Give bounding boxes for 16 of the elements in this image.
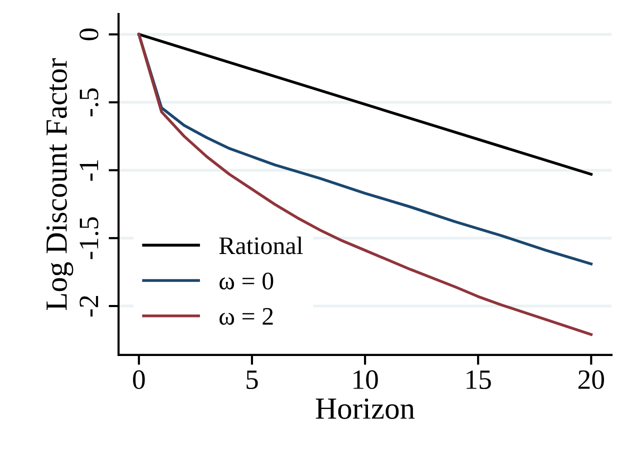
- legend-label: ω = 2: [220, 308, 273, 325]
- x-tick-label: 20: [578, 370, 604, 390]
- y-tick-label: -1: [80, 160, 98, 181]
- y-axis-title: Log Discount Factor: [46, 58, 74, 310]
- line-series: [138, 32, 593, 336]
- y-tick-label: -.5: [80, 88, 98, 116]
- y-tick-label: 0: [80, 28, 98, 40]
- x-tick-label: 0: [133, 370, 145, 390]
- x-tick-label: 5: [246, 370, 258, 390]
- x-tick-label: 10: [354, 370, 378, 390]
- legend-label: ω = 0: [220, 272, 274, 290]
- x-axis-title: Horizon: [316, 398, 415, 419]
- x-tick-label: 15: [466, 370, 491, 390]
- legend-label: Rational: [219, 236, 303, 254]
- y-tick-label: -2: [80, 296, 98, 317]
- y-tick-label: -1.5: [80, 217, 98, 260]
